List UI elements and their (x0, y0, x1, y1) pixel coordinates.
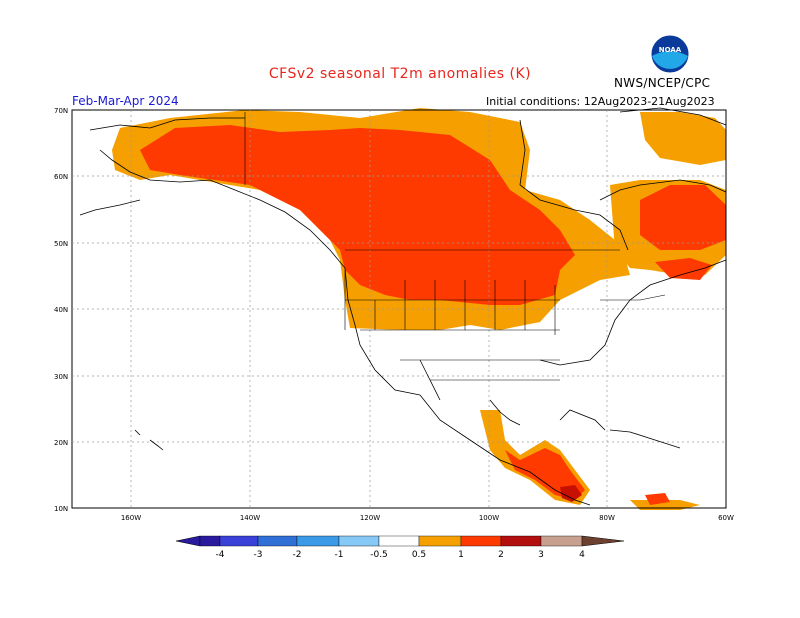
initial-conditions: Initial conditions: 12Aug2023-21Aug2023 (486, 95, 715, 108)
noaa-logo: NOAA (650, 34, 690, 74)
legend-label-p1: 1 (458, 550, 464, 560)
lon-label-120w: 120W (360, 514, 380, 522)
lon-label-80w: 80W (599, 514, 615, 522)
legend-arrow-left (175, 535, 201, 547)
lat-label-60n: 60N (54, 173, 68, 181)
organization-label: NWS/NCEP/CPC (614, 76, 711, 90)
legend-label-m3: -3 (254, 550, 263, 560)
lon-label-160w: 160W (121, 514, 141, 522)
legend-label-m4: -4 (216, 550, 225, 560)
anomaly-1-2-southamerica (645, 493, 670, 505)
legend-arrow-right (581, 535, 625, 547)
lat-label-50n: 50N (54, 240, 68, 248)
legend-swatch-7 (418, 535, 462, 547)
lat-label-70n: 70N (54, 107, 68, 115)
map-title: CFSv2 seasonal T2m anomalies (K) (268, 66, 532, 82)
legend-label-m2: -2 (293, 550, 302, 560)
noaa-logo-text: NOAA (659, 46, 682, 54)
legend-swatch-3 (257, 535, 298, 547)
lon-label-140w: 140W (240, 514, 260, 522)
anomaly-1-2-maritime (655, 258, 712, 280)
legend-swatch-10 (540, 535, 583, 547)
legend-label-m1: -1 (335, 550, 344, 560)
graticule (72, 110, 726, 508)
anomaly-shading (112, 108, 726, 510)
anomaly-1-2-region (140, 125, 575, 305)
legend-swatch-8 (460, 535, 502, 547)
longitude-labels: 160W 140W 120W 100W 80W 60W (121, 514, 734, 522)
legend-swatch-1 (199, 535, 221, 547)
legend-swatch-9 (500, 535, 542, 547)
latitude-labels: 70N 60N 50N 40N 30N 20N 10N (54, 107, 68, 513)
lon-label-100w: 100W (479, 514, 499, 522)
color-legend: -4 -3 -2 -1 -0.5 0.5 1 2 3 4 (175, 535, 625, 560)
lat-label-40n: 40N (54, 306, 68, 314)
legend-label-p2: 2 (498, 550, 504, 560)
forecast-period: Feb-Mar-Apr 2024 (72, 94, 179, 108)
lon-label-60w: 60W (718, 514, 734, 522)
legend-swatch-5 (338, 535, 380, 547)
anomaly-05-1-labrador (640, 112, 726, 165)
coastlines (79, 107, 727, 506)
lat-label-20n: 20N (54, 439, 68, 447)
legend-swatch-4 (296, 535, 340, 547)
legend-swatch-6 (378, 535, 420, 547)
legend-label-p3: 3 (538, 550, 544, 560)
legend-label-p05: 0.5 (412, 550, 426, 560)
political-borders (244, 112, 666, 381)
lat-label-30n: 30N (54, 373, 68, 381)
legend-swatch-2 (219, 535, 259, 547)
lat-label-10n: 10N (54, 505, 68, 513)
legend-label-p4: 4 (579, 550, 585, 560)
legend-label-m05: -0.5 (370, 550, 388, 560)
anomaly-1-2-quebec (640, 185, 726, 250)
anomaly-2-3-region (560, 485, 582, 502)
